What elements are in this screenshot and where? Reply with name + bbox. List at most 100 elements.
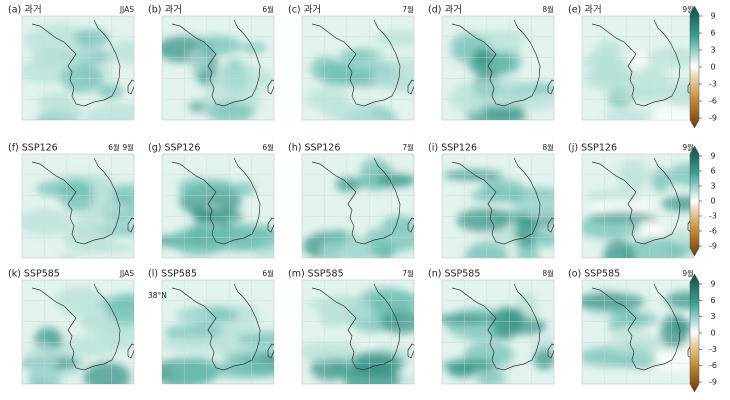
- colorbar: 9 6 3 0 -3 -6 -9: [689, 273, 717, 393]
- panel-period: JJAS: [119, 5, 134, 14]
- coastline: [451, 283, 554, 371]
- map-panel: (e) 과거 9월: [568, 4, 695, 121]
- shading-blur: [162, 303, 274, 384]
- panel-title: (o) SSP585: [568, 269, 620, 280]
- shade-patch: [604, 109, 654, 120]
- shade-patch: [96, 83, 124, 100]
- map-panel: (a) 과거 JJAS: [8, 5, 135, 121]
- shading-blur: [442, 291, 554, 384]
- shade-patch: [447, 363, 477, 378]
- shade-patch: [372, 65, 404, 91]
- shade-patch: [489, 50, 522, 74]
- panel-title: (b) 과거: [148, 5, 182, 16]
- shade-patch: [660, 314, 689, 348]
- shade-patch: [456, 208, 511, 232]
- shade-patch: [253, 251, 274, 258]
- shade-patch: [535, 229, 554, 248]
- panel-note: 38°N: [148, 291, 167, 300]
- colorbar-body: [689, 145, 700, 257]
- map-panel: (j) SSP126 9월: [568, 142, 695, 259]
- shade-patch: [37, 49, 95, 63]
- shade-patch: [58, 253, 79, 258]
- shading-blur: [302, 157, 414, 258]
- shade-patch: [73, 28, 110, 48]
- shade-patch: [382, 215, 414, 230]
- coastline: [171, 283, 274, 371]
- shading: [442, 16, 554, 120]
- panel-period: 6월: [262, 4, 274, 14]
- shading: [162, 280, 274, 384]
- shade-patch: [665, 291, 694, 309]
- panel-period: JJAS: [119, 269, 134, 278]
- shade-patch: [466, 77, 535, 109]
- shade-patch: [588, 212, 658, 223]
- shade-patch: [375, 30, 414, 47]
- coastline: [31, 19, 134, 107]
- panel-title: (i) SSP126: [428, 143, 477, 154]
- panel-period: 7월: [402, 268, 414, 278]
- map-panel: (m) SSP585 7월: [288, 268, 415, 385]
- shading: [162, 154, 274, 258]
- colorbar-tick-label: 3: [710, 312, 715, 321]
- shade-patch: [41, 103, 86, 119]
- panel-period: 9월: [682, 4, 694, 14]
- colorbar-tick-label: 0: [710, 63, 715, 72]
- shade-patch: [651, 168, 672, 193]
- shading-blur: [582, 160, 694, 258]
- shade-patch: [469, 189, 521, 203]
- shade-patch: [302, 341, 360, 362]
- map-panel: (n) SSP585 8월: [428, 268, 555, 385]
- colorbar-tick-label: 3: [710, 46, 715, 55]
- panel-title: (g) SSP126: [148, 143, 200, 154]
- shading: [582, 154, 694, 258]
- shade-patch: [24, 23, 92, 57]
- shade-patch: [86, 102, 134, 120]
- shade-patch: [603, 240, 635, 258]
- coastline: [451, 19, 554, 107]
- colorbar-tick-label: 3: [710, 182, 715, 191]
- colorbar-tick-label: 0: [710, 329, 715, 338]
- shade-patch: [59, 179, 95, 212]
- shade-patch: [514, 215, 538, 247]
- panel-title: (m) SSP585: [288, 269, 344, 280]
- shade-patch: [646, 106, 694, 120]
- shade-patch: [188, 49, 210, 75]
- panel-title: (n) SSP585: [428, 269, 480, 280]
- colorbar-tick-label: 9: [710, 152, 715, 161]
- panel-title: (k) SSP585: [8, 269, 60, 280]
- shading-blur: [582, 39, 694, 120]
- shade-patch: [310, 355, 349, 381]
- panel-title: (l) SSP585: [148, 269, 197, 280]
- shade-patch: [236, 330, 274, 349]
- shade-patch: [477, 30, 529, 43]
- shade-patch: [25, 343, 60, 373]
- panel-period: 8월: [542, 4, 554, 14]
- panel-period: 9월: [682, 268, 694, 278]
- shade-patch: [531, 336, 554, 352]
- shading: [22, 16, 134, 120]
- shade-patch: [582, 292, 645, 311]
- shade-patch: [364, 225, 414, 253]
- shading: [162, 16, 274, 120]
- shade-patch: [509, 317, 547, 335]
- shade-patch: [622, 237, 685, 258]
- shade-patch: [214, 327, 245, 360]
- shading-blur: [162, 177, 274, 258]
- map-panel: (o) SSP585 9월: [568, 268, 695, 385]
- shade-patch: [192, 208, 216, 222]
- shade-patch: [475, 369, 506, 384]
- panel-title: (f) SSP126: [8, 143, 58, 154]
- colorbar-tick-label: -6: [709, 227, 717, 236]
- coastline: [451, 157, 554, 245]
- coastline: [31, 283, 134, 371]
- shade-patch: [207, 102, 254, 120]
- shading-blur: [449, 30, 554, 120]
- shade-patch: [62, 224, 113, 253]
- shade-patch: [83, 362, 131, 384]
- colorbar-tick-label: -9: [709, 242, 717, 251]
- shade-patch: [616, 160, 650, 191]
- panel-period: 7월: [402, 142, 414, 152]
- coastline: [311, 157, 414, 245]
- shade-patch: [595, 39, 624, 58]
